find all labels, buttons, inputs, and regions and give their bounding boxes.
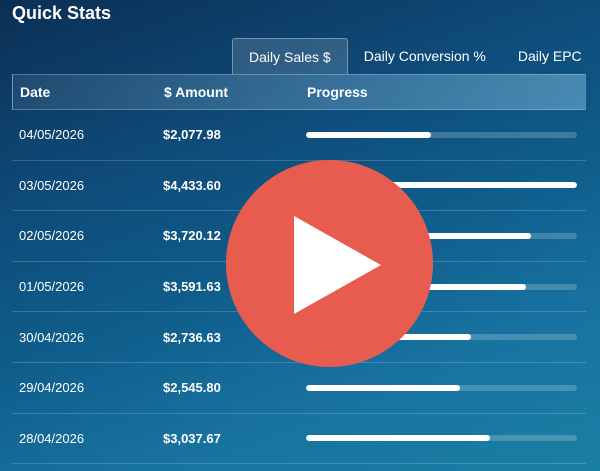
play-button[interactable] <box>226 160 433 367</box>
header-amount: $ Amount <box>164 84 229 100</box>
header-date: Date <box>20 84 51 100</box>
row-amount: $2,545.80 <box>163 380 221 396</box>
tab-bar: Daily Sales $ Daily Conversion % Daily E… <box>232 38 598 74</box>
row-amount: $3,720.12 <box>163 228 221 244</box>
progress-track <box>306 435 577 442</box>
row-amount: $4,433.60 <box>163 177 221 193</box>
row-date: 29/04/2026 <box>19 380 85 396</box>
progress-fill <box>306 384 461 391</box>
table-row: 28/04/2026 $3,037.67 <box>12 414 586 465</box>
page-title: Quick Stats <box>12 3 112 23</box>
row-date: 03/05/2026 <box>19 177 85 193</box>
tab-daily-sales[interactable]: Daily Sales $ <box>232 38 348 74</box>
progress-fill <box>306 131 431 138</box>
table-row: 04/05/2026 $2,077.98 <box>12 110 586 161</box>
header-progress: Progress <box>307 84 368 100</box>
row-date: 28/04/2026 <box>19 430 85 446</box>
row-date: 30/04/2026 <box>19 329 85 345</box>
tab-daily-epc[interactable]: Daily EPC <box>517 48 582 64</box>
table-header: Date $ Amount Progress <box>12 74 586 110</box>
row-date: 02/05/2026 <box>19 228 85 244</box>
row-amount: $2,736.63 <box>163 329 221 345</box>
progress-track <box>306 182 577 189</box>
play-icon <box>294 216 381 314</box>
table-row: 29/04/2026 $2,545.80 <box>12 363 586 414</box>
progress-fill <box>306 435 491 442</box>
tab-daily-conversion[interactable]: Daily Conversion % <box>363 48 486 64</box>
progress-track <box>306 384 577 391</box>
progress-fill <box>306 182 577 189</box>
row-date: 01/05/2026 <box>19 279 85 295</box>
row-date: 04/05/2026 <box>19 127 85 143</box>
row-amount: $2,077.98 <box>163 127 221 143</box>
row-amount: $3,591.63 <box>163 279 221 295</box>
progress-track <box>306 131 577 138</box>
row-amount: $3,037.67 <box>163 430 221 446</box>
